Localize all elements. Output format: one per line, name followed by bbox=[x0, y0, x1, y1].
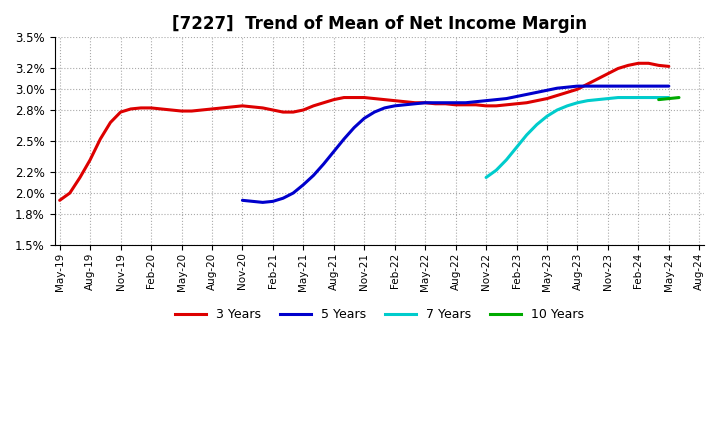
5 Years bbox=[644, 84, 653, 89]
5 Years bbox=[634, 84, 643, 89]
10 Years bbox=[654, 97, 663, 102]
5 Years bbox=[431, 100, 440, 105]
7 Years bbox=[502, 157, 510, 162]
7 Years bbox=[634, 95, 643, 100]
5 Years bbox=[238, 198, 247, 203]
5 Years bbox=[400, 102, 409, 107]
Line: 5 Years: 5 Years bbox=[243, 86, 669, 202]
5 Years bbox=[613, 84, 622, 89]
5 Years bbox=[654, 84, 663, 89]
5 Years bbox=[360, 116, 369, 121]
3 Years bbox=[197, 107, 206, 113]
5 Years bbox=[269, 199, 277, 204]
7 Years bbox=[492, 168, 500, 173]
5 Years bbox=[248, 199, 257, 204]
Line: 10 Years: 10 Years bbox=[659, 98, 679, 99]
5 Years bbox=[380, 105, 389, 110]
5 Years bbox=[665, 84, 673, 89]
5 Years bbox=[258, 200, 267, 205]
5 Years bbox=[421, 100, 430, 105]
Line: 3 Years: 3 Years bbox=[60, 63, 669, 200]
7 Years bbox=[654, 95, 663, 100]
3 Years bbox=[177, 108, 186, 114]
7 Years bbox=[613, 95, 622, 100]
Title: [7227]  Trend of Mean of Net Income Margin: [7227] Trend of Mean of Net Income Margi… bbox=[172, 15, 587, 33]
7 Years bbox=[482, 175, 490, 180]
5 Years bbox=[390, 103, 399, 109]
5 Years bbox=[502, 96, 510, 101]
3 Years bbox=[665, 64, 673, 69]
5 Years bbox=[451, 100, 460, 105]
5 Years bbox=[563, 84, 572, 90]
7 Years bbox=[583, 98, 592, 103]
5 Years bbox=[279, 196, 287, 201]
5 Years bbox=[573, 84, 582, 89]
5 Years bbox=[603, 84, 612, 89]
10 Years bbox=[665, 96, 673, 101]
5 Years bbox=[533, 90, 541, 95]
Line: 7 Years: 7 Years bbox=[486, 98, 669, 177]
7 Years bbox=[665, 95, 673, 100]
7 Years bbox=[603, 96, 612, 101]
5 Years bbox=[340, 136, 348, 142]
5 Years bbox=[512, 94, 521, 99]
5 Years bbox=[330, 149, 338, 154]
5 Years bbox=[543, 88, 552, 93]
5 Years bbox=[441, 100, 450, 105]
3 Years bbox=[269, 107, 277, 113]
5 Years bbox=[289, 191, 297, 196]
7 Years bbox=[512, 145, 521, 150]
7 Years bbox=[543, 114, 552, 119]
5 Years bbox=[553, 85, 562, 91]
5 Years bbox=[523, 92, 531, 97]
3 Years bbox=[583, 81, 592, 87]
5 Years bbox=[593, 84, 602, 89]
10 Years bbox=[675, 95, 683, 100]
5 Years bbox=[624, 84, 633, 89]
3 Years bbox=[634, 61, 643, 66]
7 Years bbox=[593, 97, 602, 102]
7 Years bbox=[533, 122, 541, 127]
5 Years bbox=[492, 97, 500, 102]
5 Years bbox=[299, 182, 307, 187]
5 Years bbox=[472, 99, 480, 104]
7 Years bbox=[644, 95, 653, 100]
5 Years bbox=[370, 110, 379, 115]
3 Years bbox=[421, 100, 430, 105]
7 Years bbox=[624, 95, 633, 100]
5 Years bbox=[482, 98, 490, 103]
5 Years bbox=[462, 100, 470, 105]
3 Years bbox=[380, 97, 389, 102]
7 Years bbox=[553, 107, 562, 113]
Legend: 3 Years, 5 Years, 7 Years, 10 Years: 3 Years, 5 Years, 7 Years, 10 Years bbox=[170, 303, 589, 326]
5 Years bbox=[319, 161, 328, 167]
5 Years bbox=[583, 84, 592, 89]
5 Years bbox=[410, 101, 419, 106]
7 Years bbox=[563, 103, 572, 109]
3 Years bbox=[55, 198, 64, 203]
7 Years bbox=[523, 132, 531, 138]
5 Years bbox=[309, 173, 318, 178]
7 Years bbox=[573, 100, 582, 105]
5 Years bbox=[350, 125, 359, 130]
